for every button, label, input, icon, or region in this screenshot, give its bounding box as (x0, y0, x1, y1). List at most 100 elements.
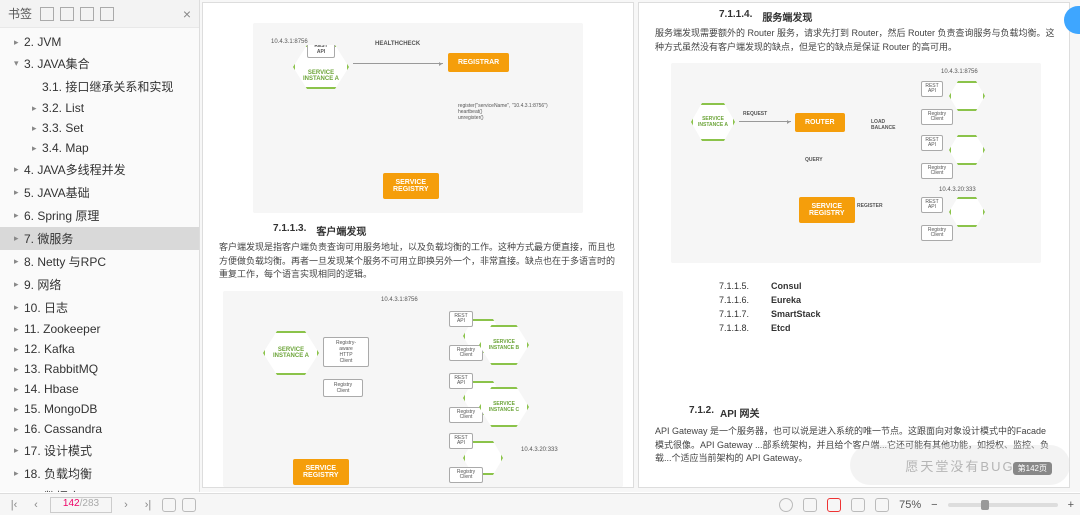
chevron-icon: ▸ (14, 210, 24, 221)
page-total: /283 (80, 498, 99, 509)
toc-num: 7.1.1.6. (719, 295, 771, 305)
sb-view-3[interactable] (827, 498, 841, 512)
toc-num: 7.1.1.8. (719, 323, 771, 333)
sb-tool-1[interactable] (162, 498, 176, 512)
section-7113-num: 7.1.1.3. (273, 223, 306, 238)
sb-view-2[interactable] (803, 498, 817, 512)
page-first-icon[interactable]: |‹ (6, 499, 22, 511)
svc-hex-r2 (949, 135, 985, 165)
toc-title: SmartStack (771, 309, 821, 319)
svc-hex-left: SERVICE INSTANCE A (691, 103, 735, 141)
sb-tool-2[interactable] (182, 498, 196, 512)
tree-item[interactable]: ▸19. 数据库 (0, 485, 199, 492)
svc-b-label: SERVICE INSTANCE B (489, 339, 519, 351)
chevron-icon: ▸ (14, 37, 24, 48)
sb-view-1[interactable] (779, 498, 793, 512)
section-7113-body: 客户端发现是指客户端负责查询可用服务地址，以及负载均衡的工作。这种方式最方便直接… (219, 241, 619, 282)
tree-item[interactable]: ▸13. RabbitMQ (0, 359, 199, 379)
tree-item[interactable]: ▸11. Zookeeper (0, 319, 199, 339)
tree-item[interactable]: ▸14. Hbase (0, 379, 199, 399)
tree-item[interactable]: ▸2. JVM (0, 32, 199, 52)
tree-item[interactable]: ▾3. JAVA集合 (0, 52, 199, 75)
tree-item[interactable]: ▸15. MongoDB (0, 399, 199, 419)
zoom-out-icon[interactable]: − (931, 499, 937, 511)
service-label: SERVICE INSTANCE A (303, 70, 339, 82)
zoom-slider[interactable] (948, 503, 1058, 507)
sb-view-4[interactable] (851, 498, 865, 512)
tree-item-label: 16. Cassandra (24, 422, 102, 436)
svc-c-label: SERVICE INSTANCE C (489, 401, 519, 413)
chevron-icon: ▸ (14, 344, 24, 355)
section-7114-title: 服务端发现 (762, 9, 812, 24)
regc-b: Registry Client (449, 345, 483, 361)
query-label: QUERY (805, 157, 823, 163)
register-calls: register("serviceName", "10.4.3.1:8756")… (458, 103, 548, 121)
rest-r3: REST API (921, 197, 943, 213)
view-icon-2[interactable] (60, 7, 74, 21)
tree-item[interactable]: ▸8. Netty 与RPC (0, 250, 199, 273)
chevron-icon: ▸ (14, 164, 24, 175)
ip-label-2: 10.4.3.1:8756 (381, 297, 418, 303)
page-input[interactable]: 142/283 (50, 497, 112, 513)
page-last-icon[interactable]: ›| (140, 499, 156, 511)
chevron-icon: ▸ (14, 491, 24, 492)
tree-item[interactable]: ▸16. Cassandra (0, 419, 199, 439)
tree-item[interactable]: ▸3.2. List (0, 98, 199, 118)
tree-item[interactable]: ▸4. JAVA多线程并发 (0, 158, 199, 181)
tree-item[interactable]: ▸10. 日志 (0, 296, 199, 319)
tree-item[interactable]: ▸12. Kafka (0, 339, 199, 359)
tree-item[interactable]: ▸6. Spring 原理 (0, 204, 199, 227)
load-balance-label: LOAD BALANCE (871, 119, 895, 131)
tree-item-label: 14. Hbase (24, 382, 79, 396)
tree-item-label: 7. 微服务 (24, 230, 73, 247)
tree-item-label: 15. MongoDB (24, 402, 97, 416)
bookmark-tree[interactable]: ▸2. JVM▾3. JAVA集合3.1. 接口继承关系和实现▸3.2. Lis… (0, 28, 199, 492)
toc-num: 7.1.1.7. (719, 309, 771, 319)
tree-item[interactable]: ▸3.4. Map (0, 138, 199, 158)
tree-item[interactable]: ▸7. 微服务 (0, 227, 199, 250)
sb-view-5[interactable] (875, 498, 889, 512)
view-icon-1[interactable] (40, 7, 54, 21)
tree-item-label: 3.4. Map (42, 141, 89, 155)
zoom-value: 75% (899, 499, 921, 511)
section-712-num: 7.1.2. (689, 405, 714, 420)
tree-item-label: 10. 日志 (24, 299, 68, 316)
chevron-icon: ▸ (14, 256, 24, 267)
tree-item-label: 13. RabbitMQ (24, 362, 98, 376)
view-icon-4[interactable] (100, 7, 114, 21)
tree-item[interactable]: ▸5. JAVA基础 (0, 181, 199, 204)
chevron-icon: ▾ (14, 58, 24, 69)
toc-entry: 7.1.1.8.Etcd (719, 323, 979, 333)
tree-item-label: 3. JAVA集合 (24, 55, 90, 72)
toc-num: 7.1.1.5. (719, 281, 771, 291)
service-a-hex: SERVICE INSTANCE A (263, 331, 319, 375)
tree-item[interactable]: 3.1. 接口继承关系和实现 (0, 75, 199, 98)
zoom-in-icon[interactable]: + (1068, 499, 1074, 511)
tree-item[interactable]: ▸17. 设计模式 (0, 439, 199, 462)
rest-api-box: REST API (307, 40, 335, 58)
chevron-icon: ▸ (14, 233, 24, 244)
page-prev-icon[interactable]: ‹ (28, 499, 44, 511)
service-registry-box-2: SERVICE REGISTRY (293, 459, 349, 485)
tree-item[interactable]: ▸3.3. Set (0, 118, 199, 138)
document-content: 10.4.3.1:8756 REST API SERVICE INSTANCE … (200, 0, 1080, 492)
close-icon[interactable]: × (183, 6, 191, 22)
chevron-icon: ▸ (14, 279, 24, 290)
tree-item-label: 6. Spring 原理 (24, 207, 99, 224)
tree-item-label: 12. Kafka (24, 342, 75, 356)
tree-item[interactable]: ▸9. 网络 (0, 273, 199, 296)
view-icon-3[interactable] (80, 7, 94, 21)
svc-label: SERVICE INSTANCE A (273, 347, 309, 359)
page-next-icon[interactable]: › (118, 499, 134, 511)
statusbar: |‹ ‹ 142/283 › ›| 75% − + (0, 493, 1080, 515)
tree-item[interactable]: ▸18. 负载均衡 (0, 462, 199, 485)
svc-hex-r1 (949, 81, 985, 111)
chevron-icon: ▸ (14, 187, 24, 198)
section-7113-title: 客户端发现 (316, 223, 366, 238)
ip-label-3: 10.4.3.20:333 (521, 447, 558, 453)
statusbar-right: 75% − + (779, 498, 1074, 512)
diagram-server-discovery-2: SERVICE INSTANCE A REQUEST ROUTER LOAD B… (671, 63, 1041, 263)
register-label: REGISTER (857, 203, 883, 209)
section-7114-num: 7.1.1.4. (719, 9, 752, 24)
toc-title: Etcd (771, 323, 791, 333)
